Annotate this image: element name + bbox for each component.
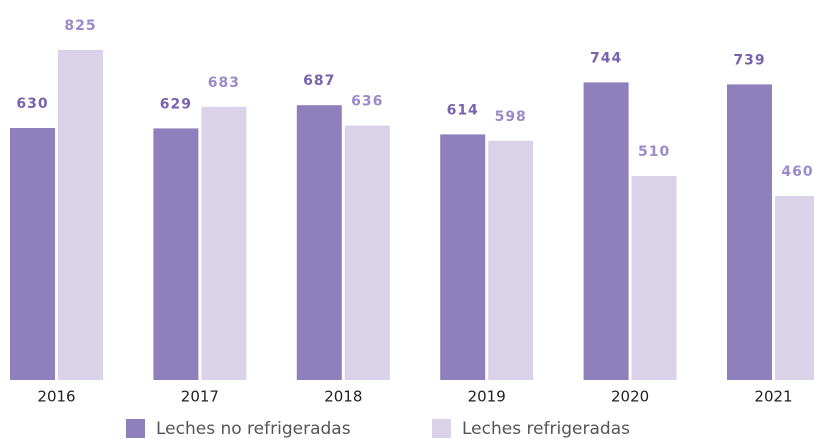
value-label: 687: [303, 73, 335, 89]
value-label: 598: [495, 109, 527, 125]
legend-label: Leches refrigeradas: [462, 419, 630, 439]
value-label: 460: [781, 164, 813, 180]
value-label: 630: [16, 96, 48, 112]
x-tick-label: 2017: [181, 388, 219, 406]
bar: [296, 105, 342, 380]
bar: [10, 128, 55, 380]
bar: [488, 140, 534, 380]
value-label: 636: [351, 94, 383, 110]
x-tick-label: 2016: [37, 388, 75, 406]
bar: [201, 106, 247, 381]
bar: [775, 196, 814, 380]
value-label: 825: [64, 18, 96, 34]
x-tick-label: 2021: [754, 388, 792, 406]
bar: [583, 82, 629, 381]
bar: [58, 50, 103, 380]
legend-label: Leches no refrigeradas: [156, 419, 351, 439]
bar: [153, 128, 199, 380]
value-label: 510: [638, 144, 670, 160]
x-tick-label: 2020: [611, 388, 649, 406]
legend-swatch: [126, 419, 145, 438]
bar: [344, 125, 390, 380]
legend-swatch: [432, 419, 451, 438]
value-label: 683: [208, 75, 240, 91]
bar: [727, 84, 772, 381]
value-label: 614: [447, 102, 479, 118]
bar: [440, 134, 486, 380]
bar: [631, 176, 677, 380]
value-label: 744: [590, 50, 622, 66]
value-label: 629: [160, 96, 192, 112]
x-tick-label: 2018: [324, 388, 362, 406]
value-label: 739: [733, 52, 765, 68]
x-tick-label: 2019: [468, 388, 506, 406]
